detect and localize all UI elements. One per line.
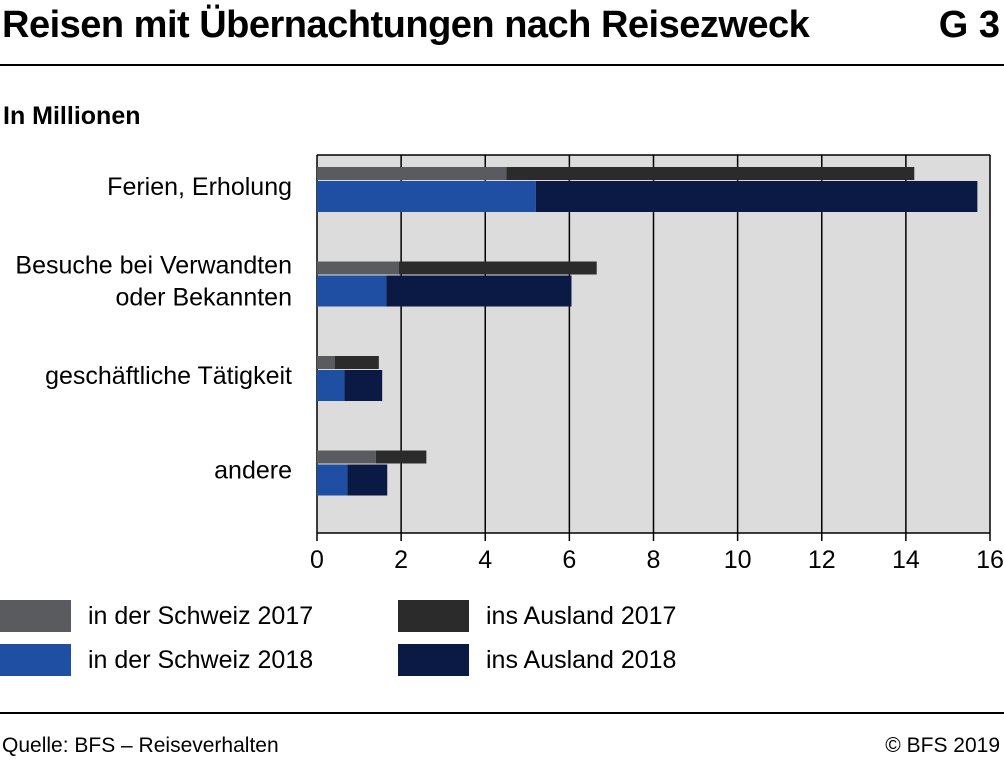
bar-ins-ausland-2018-ferien-erholung [535,181,978,212]
unit-label: In Millionen [3,102,141,130]
legend-label-ausland-2018: ins Ausland 2018 [486,646,677,674]
bar-in-der-schweiz-2018-besuche-bei-verwandten [317,275,387,307]
bar-ins-ausland-2017-geschäftliche-tätigkeit [334,356,379,369]
legend-swatch-ausland-2018 [398,644,469,676]
footer-divider [0,712,1004,714]
header-divider [0,64,1004,66]
x-tick-label-0: 0 [310,546,324,574]
legend-swatch-ausland-2017 [398,600,469,632]
x-tick-label-2: 2 [394,546,408,574]
bar-in-der-schweiz-2017-besuche-bei-verwandten [317,261,400,275]
bar-ins-ausland-2017-andere [375,450,427,464]
bar-ins-ausland-2017-besuche-bei-verwandten [399,261,597,275]
x-tick-label-6: 6 [562,546,576,574]
x-tick-label-12: 12 [808,546,836,574]
bar-ins-ausland-2018-andere [347,464,388,496]
bar-ins-ausland-2018-geschäftliche-tätigkeit [344,370,383,401]
category-label-besuche-bei-verwandten-line-2: oder Bekannten [115,284,292,312]
x-tick-label-14: 14 [892,546,920,574]
x-tick-label-10: 10 [724,546,752,574]
bar-in-der-schweiz-2017-geschäftliche-tätigkeit [317,356,335,369]
category-label-geschäftliche-tätigkeit: geschäftliche Tätigkeit [45,362,292,390]
footer-source: Quelle: BFS – Reiseverhalten [2,734,279,757]
bar-ins-ausland-2017-ferien-erholung [506,167,915,180]
page-title: Reisen mit Übernachtungen nach Reisezwec… [2,4,810,46]
legend-label-ausland-2017: ins Ausland 2017 [486,602,677,630]
bar-in-der-schweiz-2017-andere [317,450,376,464]
legend-label-schweiz-2017: in der Schweiz 2017 [88,602,314,630]
legend-label-schweiz-2018: in der Schweiz 2018 [88,646,314,674]
footer-copyright: © BFS 2019 [885,734,1000,757]
legend-swatch-schweiz-2018 [0,644,71,676]
bar-in-der-schweiz-2018-andere [317,464,348,496]
figure-number: G 3 [938,4,1000,46]
category-label-andere: andere [214,457,292,485]
x-tick-label-4: 4 [478,546,492,574]
category-label-ferien-erholung: Ferien, Erholung [107,173,292,201]
bar-chart: 0 2 4 6 8 10 12 14 16 Ferien, Erholung Besuche bei… [15,154,1004,574]
x-tick-label-8: 8 [647,546,661,574]
bar-in-der-schweiz-2018-ferien-erholung [317,181,536,212]
x-tick-label-16: 16 [976,546,1004,574]
bar-ins-ausland-2018-besuche-bei-verwandten [386,275,572,307]
bar-in-der-schweiz-2017-ferien-erholung [317,167,507,180]
bar-in-der-schweiz-2018-geschäftliche-tätigkeit [317,370,345,401]
legend-swatch-schweiz-2017 [0,600,71,632]
category-label-besuche-bei-verwandten: Besuche bei Verwandten [15,252,292,280]
